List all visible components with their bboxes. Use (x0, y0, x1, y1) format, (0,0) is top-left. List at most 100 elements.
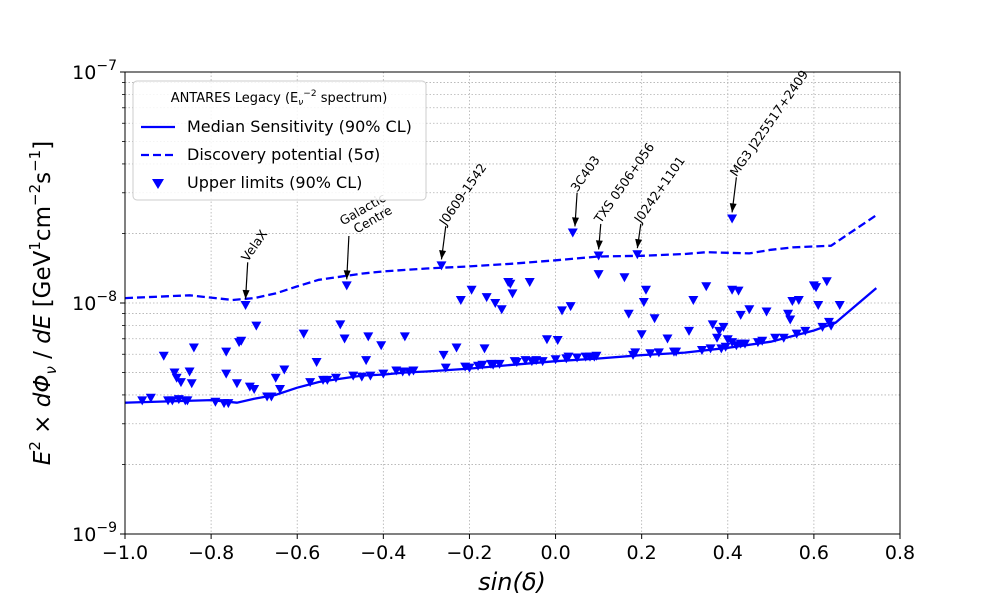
upper-limit-marker (705, 344, 716, 354)
upper-limit-marker (466, 285, 477, 295)
annotation-arrowhead (572, 217, 579, 227)
annotation-label: VelaX (238, 226, 271, 264)
upper-limit-marker (787, 297, 798, 307)
upper-limit-marker (188, 343, 199, 353)
x-tick-label: 0.8 (885, 542, 915, 564)
upper-limit-marker (167, 396, 178, 406)
upper-limit-marker (376, 341, 387, 351)
upper-limit-marker (834, 301, 845, 311)
upper-limit-marker (365, 371, 376, 381)
upper-limit-marker (653, 348, 664, 358)
upper-limit-marker (712, 333, 723, 343)
upper-limit-marker (240, 301, 251, 311)
upper-limit-marker (632, 250, 643, 260)
upper-limit-marker (279, 365, 290, 375)
upper-limit-marker (275, 385, 285, 395)
upper-limit-marker (490, 299, 501, 309)
upper-limit-marker (817, 322, 828, 332)
legend-swatch-upper-limits (152, 179, 164, 189)
y-tick-label: 10−9 (72, 520, 117, 546)
y-axis-title: E2 × dΦν / dE [GeV1cm−2s−1] (26, 141, 60, 465)
upper-limit-marker (740, 339, 750, 349)
upper-limit-marker (440, 363, 451, 373)
upper-limit-marker (363, 332, 374, 342)
upper-limit-marker (507, 289, 518, 299)
upper-limit-marker (249, 385, 260, 395)
upper-limit-marker (341, 281, 352, 291)
upper-limit-marker (397, 367, 408, 377)
upper-limit-marker (481, 293, 492, 303)
legend: ANTARES Legacy (Eν−2 spectrum) Median Se… (132, 80, 427, 201)
upper-limit-marker (813, 301, 824, 311)
upper-limit-marker (645, 349, 656, 359)
upper-limit-marker (322, 375, 333, 385)
upper-limit-marker (636, 330, 647, 340)
upper-limit-marker (623, 309, 634, 319)
annotation-arrowhead (242, 289, 250, 300)
upper-limit-marker (770, 333, 781, 343)
upper-limit-marker (714, 326, 725, 336)
upper-limit-marker (266, 392, 277, 402)
x-tick-label: 0.6 (799, 542, 829, 564)
axis-ticks: −1.0 −0.8 −0.6 −0.4 −0.2 0.0 0.2 0.4 0.6 0.8 10−9 1… (72, 58, 915, 564)
upper-limit-marker (640, 285, 651, 295)
upper-limit-marker (565, 302, 576, 312)
upper-limit-marker (438, 350, 449, 360)
upper-limit-marker (783, 309, 794, 319)
upper-limit-marker (727, 214, 738, 224)
upper-limit-marker (550, 355, 561, 365)
x-tick-label: 0.4 (713, 542, 743, 564)
upper-limit-marker (494, 359, 505, 369)
x-tick-label: 0.0 (540, 542, 570, 564)
upper-limit-marker (701, 282, 712, 292)
upper-limit-marker (619, 273, 630, 283)
upper-limit-marker (182, 396, 193, 406)
upper-limit-marker (707, 320, 718, 330)
upper-limit-marker (757, 336, 768, 346)
y-tick-label: 10−8 (72, 289, 117, 315)
upper-limit-marker (270, 373, 281, 383)
y-tick-label: 10−7 (72, 58, 117, 84)
upper-limit-marker (552, 335, 563, 345)
upper-limit-marker (591, 351, 602, 361)
upper-limit-marker (169, 368, 180, 378)
upper-limit-marker (348, 371, 359, 381)
upper-limit-marker (186, 379, 197, 389)
annotation-arrowhead (595, 240, 603, 250)
x-tick-label: −0.8 (188, 542, 234, 564)
upper-limit-marker (455, 296, 466, 306)
upper-limit-markers (137, 214, 845, 409)
upper-limit-marker (821, 277, 832, 287)
annotation-label: J0609-1542 (435, 160, 489, 228)
upper-limit-marker (488, 360, 499, 370)
upper-limit-marker (718, 322, 729, 332)
upper-limit-marker (638, 298, 649, 307)
upper-limit-marker (399, 332, 410, 342)
x-tick-label: −1.0 (102, 542, 148, 564)
upper-limit-marker (684, 326, 695, 336)
annotation-label: 3C403 (567, 153, 603, 195)
upper-limit-marker (496, 305, 507, 315)
upper-limit-marker (361, 356, 372, 366)
x-axis-title: sin(δ) (478, 568, 546, 596)
upper-limit-marker (137, 396, 148, 406)
upper-limit-marker (378, 369, 389, 379)
upper-limit-marker (826, 321, 837, 331)
annotation-arrowhead (635, 238, 643, 249)
upper-limit-marker (735, 310, 746, 320)
upper-limit-marker (184, 367, 195, 377)
upper-limit-marker (696, 345, 707, 355)
upper-limit-marker (244, 382, 255, 392)
x-tick-label: −0.2 (446, 542, 492, 564)
upper-limit-marker (563, 352, 574, 362)
upper-limit-marker (451, 343, 462, 353)
discovery-potential-line (125, 214, 877, 302)
upper-limit-marker (511, 357, 522, 367)
upper-limit-marker (524, 278, 535, 288)
upper-limit-marker (251, 321, 262, 331)
x-tick-label: −0.6 (274, 542, 320, 564)
upper-limit-marker (800, 326, 811, 336)
upper-limit-marker (537, 357, 548, 367)
upper-limit-marker (339, 334, 350, 344)
